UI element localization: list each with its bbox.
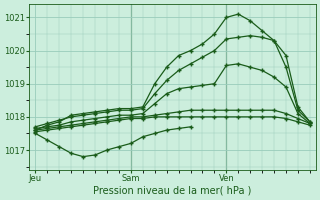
- X-axis label: Pression niveau de la mer( hPa ): Pression niveau de la mer( hPa ): [93, 186, 252, 196]
